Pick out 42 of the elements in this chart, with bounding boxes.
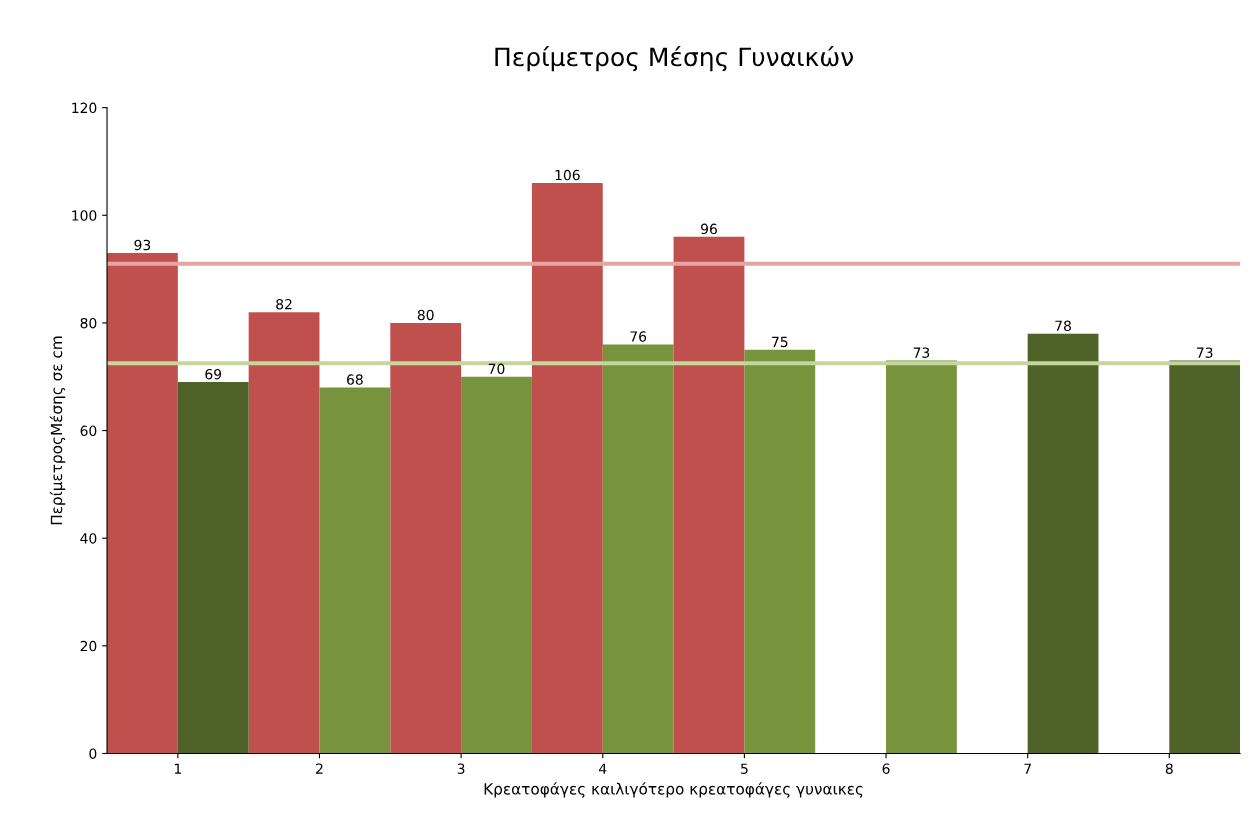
bar: [107, 252, 178, 754]
bar: [177, 382, 249, 754]
y-tick-label: 120: [72, 102, 97, 114]
data-label: 76: [630, 331, 647, 342]
y-tick-label: 40: [80, 533, 97, 544]
data-label: 106: [555, 169, 580, 181]
bar: [248, 312, 320, 754]
data-label: 93: [134, 239, 151, 251]
y-axis-title: ΠερίμετροςΜέσης σε cm: [49, 336, 66, 525]
x-tick-label: 7: [1024, 763, 1031, 774]
chart-title: Περίμετρος Μέσης Γυναικών: [495, 45, 853, 72]
bar: [673, 236, 745, 754]
y-tick-label: 80: [80, 317, 97, 329]
x-tick-label: 6: [882, 763, 890, 774]
bar: [602, 344, 674, 754]
bar: [744, 349, 816, 754]
data-label: 70: [488, 363, 505, 375]
data-label: 80: [417, 309, 434, 321]
data-label: 68: [347, 374, 363, 385]
y-tick-label: 0: [89, 748, 97, 759]
x-tick-label: 2: [316, 763, 323, 774]
bar: [390, 322, 462, 754]
data-label: 73: [1197, 347, 1213, 358]
data-label: 73: [913, 347, 930, 358]
data-label: 75: [772, 336, 788, 348]
x-axis-title: Κρεατοφάγες καιλιγότερο κρεατοφάγες γυναικες: [484, 782, 863, 798]
y-tick-label: 20: [80, 640, 97, 652]
data-label: 78: [1055, 320, 1071, 331]
bar: [1027, 333, 1099, 754]
x-tick-label: 1: [174, 763, 181, 774]
y-tick-label: 100: [72, 210, 97, 221]
bar: [461, 376, 532, 754]
x-tick-label: 4: [599, 763, 607, 774]
y-tick-label: 60: [80, 425, 97, 437]
data-label: 96: [701, 223, 717, 235]
bar: [319, 387, 391, 754]
x-tick-label: 3: [457, 763, 465, 774]
bar: [531, 182, 603, 754]
x-tick-label: 8: [1165, 763, 1173, 774]
data-label: 82: [276, 298, 292, 310]
x-tick-label: 5: [741, 763, 748, 774]
data-label: 69: [205, 368, 222, 380]
